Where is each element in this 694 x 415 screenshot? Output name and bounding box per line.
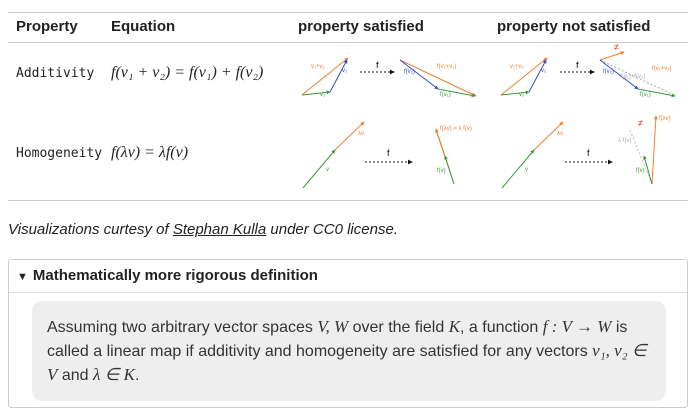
diagram-label: v: [326, 167, 329, 173]
header-cell: Equation: [111, 18, 176, 35]
math-expression: K: [448, 317, 461, 336]
definition-text: , a function: [460, 319, 543, 336]
diagram-label: f(v₂): [603, 69, 614, 75]
diagram-additivity-not-satisfied: v₁+v₂ v₂ v₁ f ≠ f(v₁+v₂) f(v₂) f(v₁)+f(v…: [500, 42, 677, 98]
diagram-additivity-satisfied: v₁+v₂ v₂ v₁ f f(v₁+v₂) f(v₂) f(v₁): [301, 57, 477, 98]
equation-cell: f(λv) = λf(v): [111, 144, 189, 161]
author-link[interactable]: Stephan Kulla: [172, 221, 267, 238]
math-expression: v₁, v₂ ∈ V: [47, 341, 647, 384]
definition-box: Assuming two arbitrary vector spaces V, …: [32, 301, 666, 401]
diagram-label: v: [525, 167, 528, 173]
diagram-homogeneity-satisfied: λv v f f(λv) = λ f(v) f(v): [302, 121, 472, 189]
diagram-label: λ f(v): [618, 138, 631, 144]
diagram-label: λv: [358, 131, 364, 137]
diagram-label: f: [387, 148, 390, 158]
equation-cell: f(v₁ + v₂) = f(v₁) + f(v₂): [111, 64, 264, 81]
diagram-label: f(v₁+v₂): [437, 64, 457, 70]
definition-text: Assuming two arbitrary vector spaces: [47, 319, 318, 336]
diagram-label: ≠: [638, 118, 643, 128]
definition-text: .: [135, 367, 140, 384]
diagram-label: ≠: [614, 42, 619, 52]
diagram-label: f(v): [636, 168, 645, 174]
diagram-label: v₂: [342, 68, 348, 74]
diagram-label: f: [376, 60, 379, 70]
diagram-label: f(v₁): [440, 92, 451, 98]
diagram-label: f: [576, 60, 579, 70]
property-cell: Homogeneity: [16, 146, 103, 161]
diagram-label: v₂: [541, 68, 547, 74]
diagram-label: λv: [557, 131, 563, 137]
details-summary[interactable]: ▼ Mathematically more rigorous definition: [9, 260, 687, 293]
header-border: [8, 42, 688, 43]
table-bottom-border: [8, 200, 688, 201]
header-cell: property satisfied: [298, 18, 424, 35]
definition-text: is called a linear map if additivity and…: [47, 319, 628, 360]
math-expression: V, W: [317, 317, 349, 336]
diagrams: v₁+v₂ v₂ v₁ f f(v₁+v₂) f(v₂) f(v₁) v₁+v₂…: [301, 42, 677, 189]
table-top-border: [8, 12, 688, 13]
diagram-label: f(λv) = λ f(v): [440, 126, 472, 132]
caption: Visualizations curtesy of Stephan Kulla …: [8, 221, 398, 238]
diagram-label: f: [587, 148, 590, 158]
diagram-label: v₁: [519, 92, 524, 98]
header-cell: Property: [16, 18, 78, 35]
diagram-label: f(v₁+v₂): [652, 66, 672, 72]
diagram-label: f(v): [437, 168, 446, 174]
details: ▼ Mathematically more rigorous definition…: [8, 259, 688, 408]
diagram-label: f(v₂): [404, 69, 415, 75]
summary-text: Mathematically more rigorous definition: [32, 267, 318, 284]
diagram-label: f(v₁)+f(v₂): [620, 74, 645, 80]
definition-text: over the field: [348, 319, 449, 336]
diagram-label: f(v₁): [640, 92, 651, 98]
math-expression: λ ∈ K: [92, 365, 135, 384]
property-cell: Additivity: [16, 66, 95, 81]
diagram-label: f(λv): [659, 116, 671, 122]
diagram-homogeneity-not-satisfied: λv v f ≠ f(λv) λ f(v) f(v): [501, 115, 671, 189]
caption-text: under CC0 license.: [266, 221, 398, 238]
definition-text: and: [57, 367, 93, 384]
diagram-label: v₁: [320, 92, 325, 98]
diagram-label: v₁+v₂: [510, 64, 525, 70]
caption-text: Visualizations curtesy of: [8, 221, 173, 238]
math-expression: f : V → W: [542, 317, 612, 336]
header-cell: property not satisfied: [497, 18, 651, 35]
diagram-label: v₁+v₂: [311, 64, 326, 70]
disclosure-triangle: ▼: [17, 271, 28, 283]
